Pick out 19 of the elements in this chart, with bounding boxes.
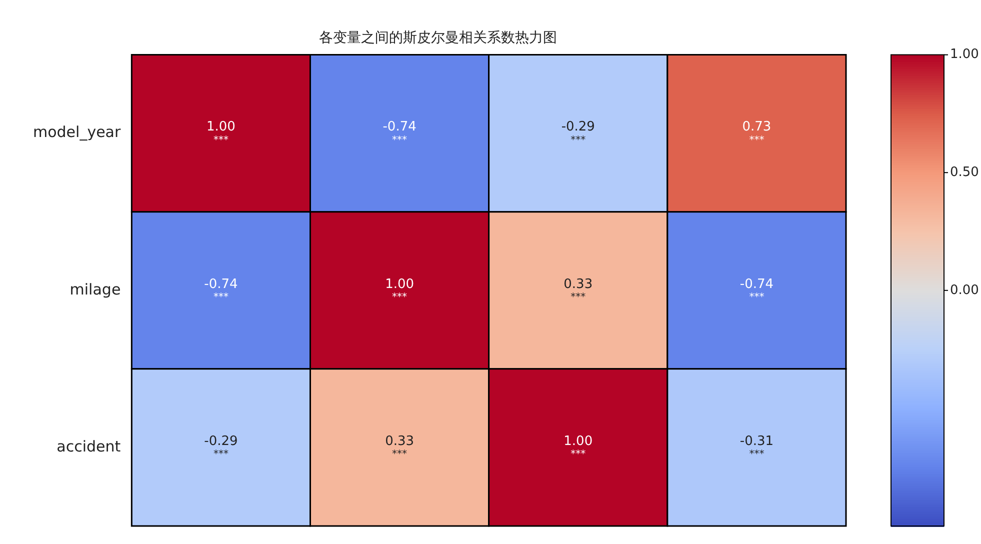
data-label: -0.74 *** (740, 276, 774, 303)
data-label: 0.33 *** (564, 276, 593, 303)
data-label: 0.73 *** (742, 120, 772, 146)
data-label: -0.74 *** (382, 120, 416, 146)
y-tick-label: model_year (33, 123, 122, 142)
data-label: 1.00 *** (385, 276, 414, 303)
data-label: -0.31 *** (740, 434, 774, 460)
color-bar-label: 0.00 (950, 282, 979, 298)
y-tick-label: accident (56, 437, 121, 456)
data-label: -0.29 *** (204, 434, 238, 460)
y-tick-label: milage (70, 280, 121, 298)
color-bar-label: 0.50 (950, 164, 979, 180)
chart-title: 各变量之间的斯皮尔曼相关系数热力图 (319, 30, 557, 46)
data-label: 1.00 *** (564, 434, 593, 460)
data-label: -0.29 *** (561, 120, 595, 146)
data-label: 1.00 *** (206, 120, 236, 146)
data-label: -0.74 *** (204, 276, 238, 303)
color-bar-label: 1.00 (950, 47, 979, 62)
data-label: 0.33 *** (385, 434, 414, 460)
